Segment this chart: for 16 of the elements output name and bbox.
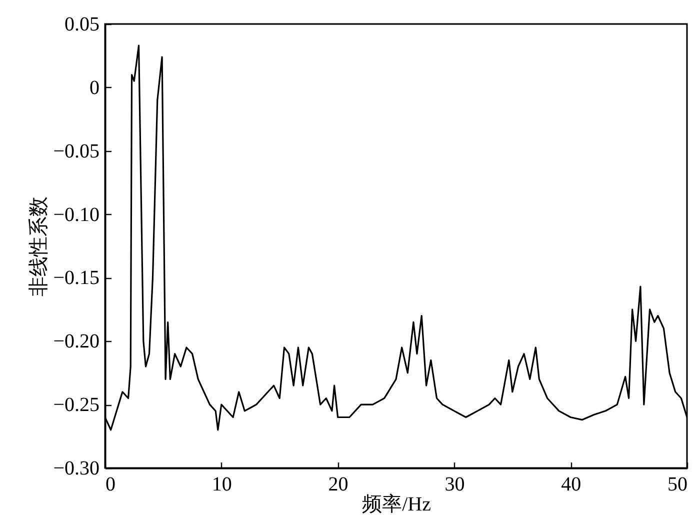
y-tick-label: −0.30 — [53, 458, 100, 480]
x-tick-label: 40 — [561, 474, 582, 496]
y-tick-label: 0 — [90, 76, 100, 99]
y-tick-label: −0.20 — [53, 330, 100, 353]
y-tick-label: −0.25 — [53, 394, 100, 416]
y-tick-label: −0.15 — [53, 267, 100, 290]
x-tick-label: 20 — [328, 474, 348, 496]
y-tick-label: −0.05 — [53, 140, 100, 162]
y-tick-label: −0.10 — [53, 204, 100, 226]
x-axis-title: 频率/Hz — [362, 494, 432, 515]
x-tick-label: 30 — [444, 474, 465, 496]
y-tick-label: 0.05 — [64, 14, 100, 36]
x-tick-label: 50 — [668, 474, 688, 496]
y-axis-title: 非线性系数 — [28, 196, 50, 296]
x-tick-label: 10 — [212, 474, 232, 496]
x-tick-label: 0 — [106, 474, 116, 496]
